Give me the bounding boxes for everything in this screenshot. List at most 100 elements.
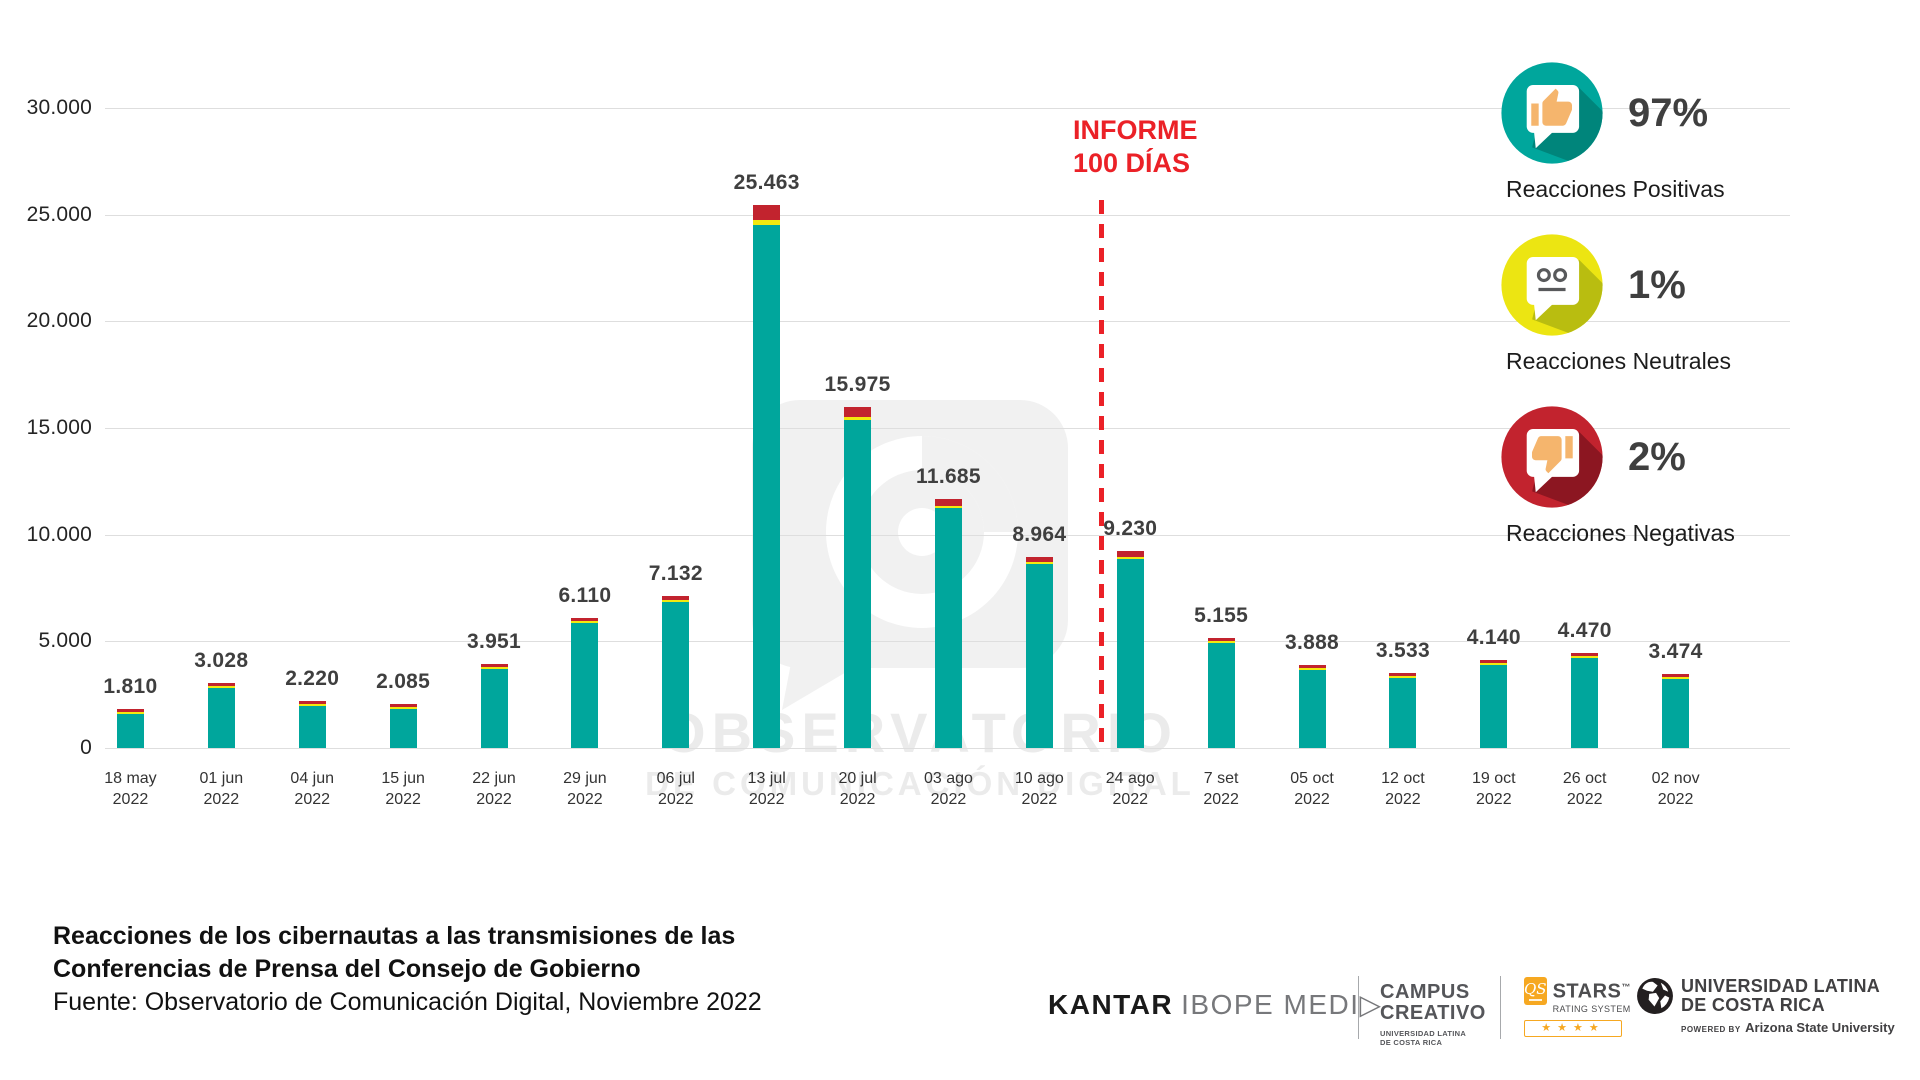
y-axis-label: 30.000: [26, 96, 92, 119]
grid-row: 25.000: [27, 203, 1790, 226]
bar-segment-positive: [753, 225, 781, 748]
x-axis-date-label: 12 oct 2022: [1337, 768, 1468, 810]
legend-item-negativas: 2% Reacciones Negativas: [1496, 401, 1876, 547]
qs-rating-system: RATING SYSTEM: [1552, 1003, 1631, 1014]
bar: [389, 703, 417, 748]
bar-group: 3.888 05 oct 2022: [1267, 108, 1358, 808]
informe-label: INFORME 100 DÍAS: [1073, 114, 1223, 180]
gridline: [105, 108, 1790, 109]
bar-segment-negative: [298, 700, 326, 704]
ibope-media-wordmark: IBOPE MEDI▷: [1181, 989, 1383, 1020]
thumb-down-bubble-icon-holder: [1496, 401, 1608, 513]
date-year: 2022: [1385, 791, 1421, 808]
bar: [1480, 659, 1508, 748]
date-day-month: 29 jun: [563, 770, 607, 787]
bar-segment-positive: [1389, 677, 1417, 748]
x-axis-date-label: 03 ago 2022: [883, 768, 1014, 810]
bar-value-label: 1.810: [103, 675, 158, 699]
bar-segment-negative: [389, 703, 417, 707]
bar-segment-positive: [1298, 670, 1326, 748]
legend-label: Reacciones Positivas: [1506, 176, 1725, 202]
bar: [298, 700, 326, 748]
bar-segment-neutral: [1025, 562, 1053, 565]
x-axis-date-label: 18 may 2022: [65, 768, 196, 810]
asu-wordmark: Arizona State University: [1745, 1020, 1895, 1035]
x-axis-date-label: 20 jul 2022: [792, 768, 923, 810]
bar-segment-neutral: [389, 706, 417, 709]
date-day-month: 15 jun: [381, 770, 425, 787]
bar-value-label: 4.140: [1466, 625, 1521, 649]
bar: [1571, 652, 1599, 748]
legend-percent: 1%: [1628, 262, 1686, 307]
x-axis-date-label: 01 jun 2022: [156, 768, 287, 810]
date-day-month: 02 nov: [1651, 770, 1700, 787]
y-axis-label: 20.000: [26, 309, 92, 333]
ulatina-line2: DE COSTA RICA: [1681, 995, 1825, 1015]
caption-title-line1: Reacciones de los cibernautas a las tran…: [53, 922, 736, 950]
bar-segment-neutral: [844, 416, 872, 421]
bar-segment-negative: [207, 683, 235, 687]
campus-creativo-logo: CAMPUS CREATIVO UNIVERSIDAD LATINA DE CO…: [1380, 981, 1486, 1048]
bar-segment-positive: [571, 623, 599, 748]
bar-segment-negative: [1298, 665, 1326, 669]
bar-value-label: 3.474: [1648, 639, 1703, 663]
bar-segment-neutral: [753, 220, 781, 226]
date-day-month: 05 oct: [1290, 770, 1334, 787]
bar-segment-neutral: [662, 600, 690, 603]
bar-group: 8.964 10 ago 2022: [994, 108, 1085, 808]
bar-segment-neutral: [1298, 668, 1326, 671]
thumb-down-bubble-icon: [1501, 406, 1603, 508]
bar: [116, 709, 144, 748]
bar-segment-positive: [844, 420, 872, 748]
neutral-face-bubble-icon: [1501, 234, 1603, 336]
y-axis-label: 15.000: [26, 416, 92, 439]
informe-dashed-line: [1099, 200, 1104, 748]
bar-segment-negative: [1480, 659, 1508, 663]
bar-group: 2.085 15 jun 2022: [358, 108, 449, 809]
date-year: 2022: [294, 791, 331, 808]
bar: [662, 595, 690, 748]
date-day-month: 24 ago: [1105, 770, 1155, 787]
bar-segment-negative: [571, 617, 599, 622]
bar-group: 3.951 22 jun 2022: [449, 108, 540, 808]
bar-segment-positive: [207, 688, 235, 748]
x-axis-date-label: 13 jul 2022: [701, 768, 832, 810]
bar-segment-positive: [1207, 643, 1235, 748]
qs-stars-name: STARS™: [1552, 980, 1631, 1003]
x-axis-date-label: 7 set 2022: [1156, 768, 1287, 810]
watermark-line1: OBSERVATORIO: [662, 701, 1178, 764]
x-axis-date-label: 29 jun 2022: [519, 768, 650, 810]
x-axis-date-label: 19 oct 2022: [1428, 768, 1559, 810]
bar-group: 15.975 20 jul 2022: [812, 108, 903, 808]
legend: 97% Reacciones Positivas 1% Reacciones N…: [1496, 57, 1876, 573]
bar-series: 1.810 18 may 2022 3.028 01 jun 2022 2.22…: [85, 108, 1721, 809]
date-year: 2022: [1566, 791, 1603, 808]
x-axis-date-label: 10 ago 2022: [974, 768, 1105, 810]
bar-value-label: 25.463: [733, 170, 800, 194]
date-day-month: 19 oct: [1472, 770, 1516, 787]
grid-row: 30.000: [27, 96, 1790, 119]
bar-segment-positive: [662, 602, 690, 748]
logo-divider: [1358, 976, 1359, 1039]
thumb-up-bubble-icon-holder: [1496, 57, 1608, 169]
campus-line1: CAMPUS: [1380, 981, 1470, 1003]
kantar-wordmark: KANTAR: [1048, 989, 1174, 1020]
bar-value-label: 2.220: [285, 666, 340, 690]
campus-sub2: DE COSTA RICA: [1380, 1038, 1443, 1047]
campus-line2: CREATIVO: [1380, 1002, 1486, 1024]
bar-segment-neutral: [1662, 676, 1690, 679]
bar-segment-neutral: [298, 703, 326, 706]
bar-group: 4.470 26 oct 2022: [1539, 108, 1630, 808]
date-year: 2022: [930, 791, 967, 808]
bar-segment-positive: [1025, 564, 1053, 748]
gridline: [105, 321, 1790, 323]
bar-value-label: 3.888: [1284, 631, 1340, 655]
bar-value-label: 15.975: [824, 373, 891, 397]
legend-label: Reacciones Neutrales: [1506, 348, 1732, 374]
bar: [1025, 556, 1053, 748]
date-day-month: 18 may: [104, 770, 157, 787]
grid-row: 0: [80, 736, 1790, 759]
bar: [844, 407, 872, 748]
bar-group: 25.463 13 jul 2022: [721, 108, 812, 808]
